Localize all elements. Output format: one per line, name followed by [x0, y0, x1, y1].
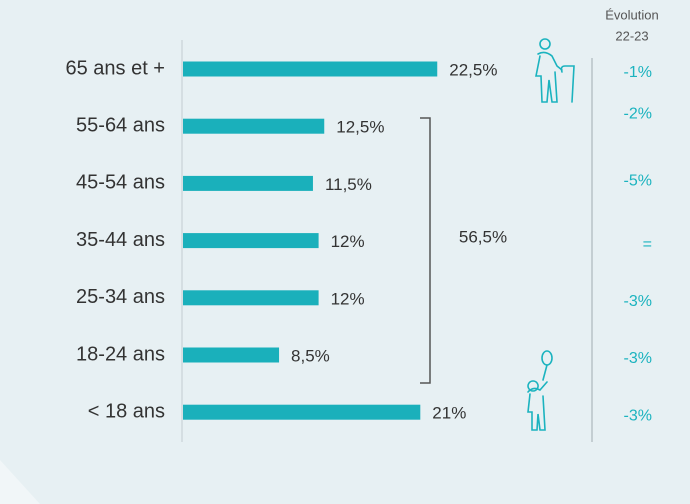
- category-label: 35-44 ans: [76, 229, 165, 251]
- bar: [183, 290, 319, 306]
- evolution-label: -2%: [624, 105, 652, 122]
- category-label: < 18 ans: [88, 400, 165, 422]
- value-label: 12%: [331, 232, 365, 251]
- value-label: 22,5%: [449, 60, 497, 79]
- bracket: [420, 117, 431, 384]
- bar: [183, 404, 421, 420]
- category-label: 45-54 ans: [76, 172, 165, 194]
- corner-shape: [0, 460, 40, 504]
- bar: [183, 347, 280, 363]
- evolution-title: Évolution: [605, 7, 658, 22]
- evolution-label: -1%: [624, 64, 652, 81]
- child-icon: [527, 350, 553, 431]
- category-label: 55-64 ans: [76, 114, 165, 136]
- evolution-label: -5%: [624, 173, 652, 190]
- value-label: 12%: [331, 289, 365, 308]
- evolution-label: -3%: [624, 407, 652, 424]
- value-label: 21%: [432, 404, 466, 423]
- bar: [183, 118, 325, 134]
- bar: [183, 175, 313, 191]
- bar: [183, 61, 438, 77]
- category-label: 65 ans et +: [65, 57, 165, 79]
- bar: [183, 233, 319, 249]
- evolution-title: 22-23: [615, 28, 648, 43]
- value-label: 11,5%: [325, 175, 372, 194]
- evolution-label: =: [643, 236, 652, 253]
- evolution-label: -3%: [624, 350, 652, 367]
- category-label: 18-24 ans: [76, 343, 165, 365]
- bracket-label: 56,5%: [459, 227, 507, 246]
- value-label: 12,5%: [336, 118, 384, 137]
- elderly-icon: [535, 38, 575, 103]
- value-label: 8,5%: [291, 346, 330, 365]
- evolution-label: -3%: [624, 293, 652, 310]
- category-label: 25-34 ans: [76, 286, 165, 308]
